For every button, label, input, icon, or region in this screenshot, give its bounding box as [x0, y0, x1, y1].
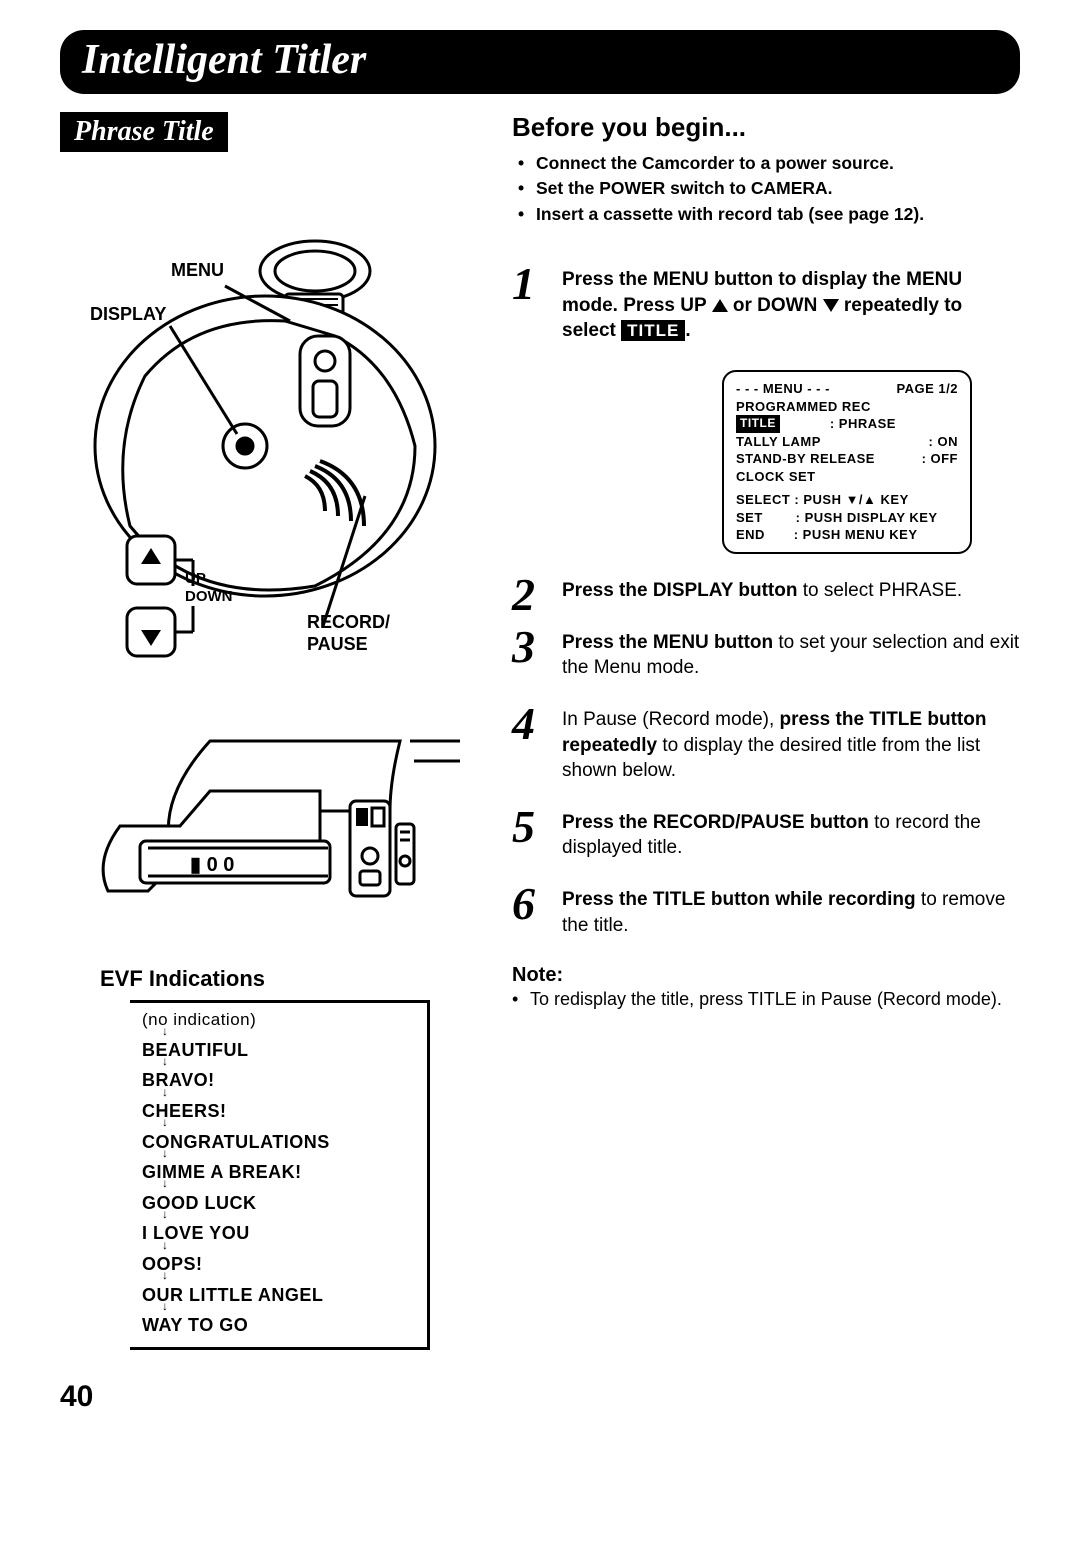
before-item: Set the POWER switch to CAMERA.	[518, 176, 1020, 201]
before-heading: Before you begin...	[512, 112, 1020, 143]
evf-no-indication: (no indication)↓	[142, 1006, 415, 1035]
evf-item: CONGRATULATIONS↓	[142, 1127, 415, 1158]
down-icon	[823, 299, 839, 312]
chapter-title: Intelligent Titler	[60, 30, 1020, 94]
title-chip: TITLE	[621, 320, 685, 341]
menu-screen: - - - MENU - - -PAGE 1/2 PROGRAMMED REC …	[722, 370, 972, 554]
page-number: 40	[60, 1380, 1020, 1414]
right-column: Before you begin... Connect the Camcorde…	[512, 112, 1020, 1350]
before-list: Connect the Camcorder to a power source.…	[518, 151, 1020, 227]
step-4: 4 In Pause (Record mode), press the TITL…	[512, 707, 1020, 784]
step-3: 3 Press the MENU button to set your sele…	[512, 630, 1020, 681]
up-icon	[712, 299, 728, 312]
step-6: 6 Press the TITLE button while recording…	[512, 887, 1020, 938]
viewfinder-diagram: ▮ 0 0	[80, 706, 460, 946]
section-title: Phrase Title	[60, 112, 228, 152]
evf-item: I LOVE YOU↓	[142, 1218, 415, 1249]
evf-item: GOOD LUCK↓	[142, 1188, 415, 1219]
left-column: Phrase Title	[60, 112, 480, 1350]
label-up: UP	[185, 570, 206, 587]
evf-item: GIMME A BREAK!↓	[142, 1157, 415, 1188]
step-1: 1 Press the MENU button to display the M…	[512, 267, 1020, 344]
camera-diagram: MENU DISPLAY UP DOWN RECORD/ PAUSE	[75, 176, 465, 676]
evf-item: BRAVO!↓	[142, 1065, 415, 1096]
before-item: Insert a cassette with record tab (see p…	[518, 202, 1020, 227]
note-body: To redisplay the title, press TITLE in P…	[512, 987, 1020, 1011]
label-record: RECORD/	[307, 612, 390, 633]
label-display: DISPLAY	[90, 304, 166, 325]
before-item: Connect the Camcorder to a power source.	[518, 151, 1020, 176]
label-menu: MENU	[171, 260, 224, 281]
step-5: 5 Press the RECORD/PAUSE button to recor…	[512, 810, 1020, 861]
evf-list: (no indication)↓ BEAUTIFUL↓ BRAVO!↓ CHEE…	[130, 1000, 430, 1350]
svg-text:▮ 0 0: ▮ 0 0	[190, 854, 234, 876]
camera-svg	[75, 176, 465, 676]
evf-item: OOPS!↓	[142, 1249, 415, 1280]
step-2: 2 Press the DISPLAY button to select PHR…	[512, 578, 1020, 604]
evf-item: BEAUTIFUL↓	[142, 1035, 415, 1066]
evf-heading: EVF Indications	[100, 966, 480, 992]
label-down: DOWN	[185, 588, 233, 605]
evf-item: CHEERS!↓	[142, 1096, 415, 1127]
evf-item: OUR LITTLE ANGEL↓	[142, 1280, 415, 1311]
evf-item: WAY TO GO	[142, 1310, 415, 1341]
label-pause: PAUSE	[307, 634, 368, 655]
note-heading: Note:	[512, 964, 1020, 987]
